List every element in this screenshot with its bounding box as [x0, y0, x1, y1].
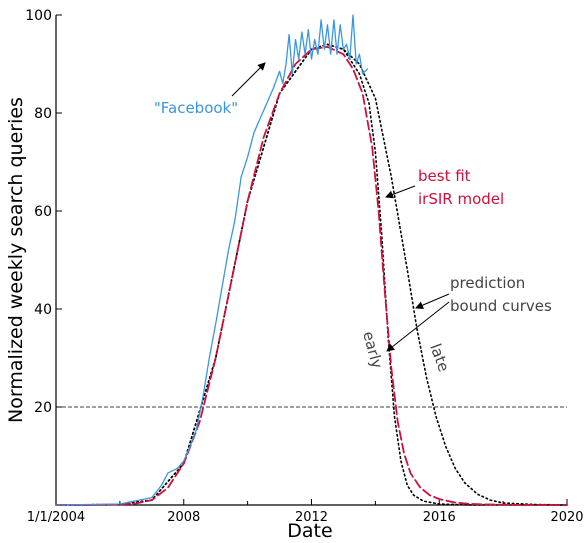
- x-tick-label: 2016: [423, 510, 456, 525]
- prediction-arrow-late: [415, 293, 450, 309]
- series-layer: [55, 14, 568, 506]
- y-tick-label: 20: [34, 400, 52, 416]
- y-axis-title: Normalized weekly search queries: [5, 97, 27, 423]
- y-tick-label: 40: [34, 302, 52, 318]
- facebook-arrow: [231, 62, 266, 97]
- prediction-arrow-early: [386, 301, 450, 352]
- best-fit-label-line2: irSIR model: [418, 190, 504, 208]
- y-tick-label: 60: [34, 204, 52, 220]
- y-tick-label: 100: [25, 8, 52, 24]
- prediction-label-line2: bound curves: [450, 297, 552, 315]
- axes: 20 40 60 80 100 1/1/2004 2008 2012 2016 2020: [25, 8, 583, 525]
- series-early: [55, 43, 568, 506]
- prediction-label-line1: prediction: [450, 274, 525, 292]
- late-label: late: [426, 341, 453, 374]
- series-late: [55, 43, 568, 506]
- early-label: early: [359, 329, 386, 370]
- series-facebook: [55, 14, 369, 506]
- series-best-fit-irsir-model: [55, 45, 568, 506]
- best-fit-label-line1: best fit: [418, 167, 471, 185]
- x-tick-label: 2008: [167, 510, 200, 525]
- facebook-label: "Facebook": [154, 99, 238, 117]
- x-tick-label: 2012: [295, 510, 328, 525]
- x-tick-label: 1/1/2004: [27, 510, 85, 525]
- best-fit-arrow: [385, 185, 416, 199]
- x-tick-label: 2020: [550, 510, 583, 525]
- y-tick-label: 80: [34, 106, 52, 122]
- x-axis-title: Date: [287, 520, 332, 542]
